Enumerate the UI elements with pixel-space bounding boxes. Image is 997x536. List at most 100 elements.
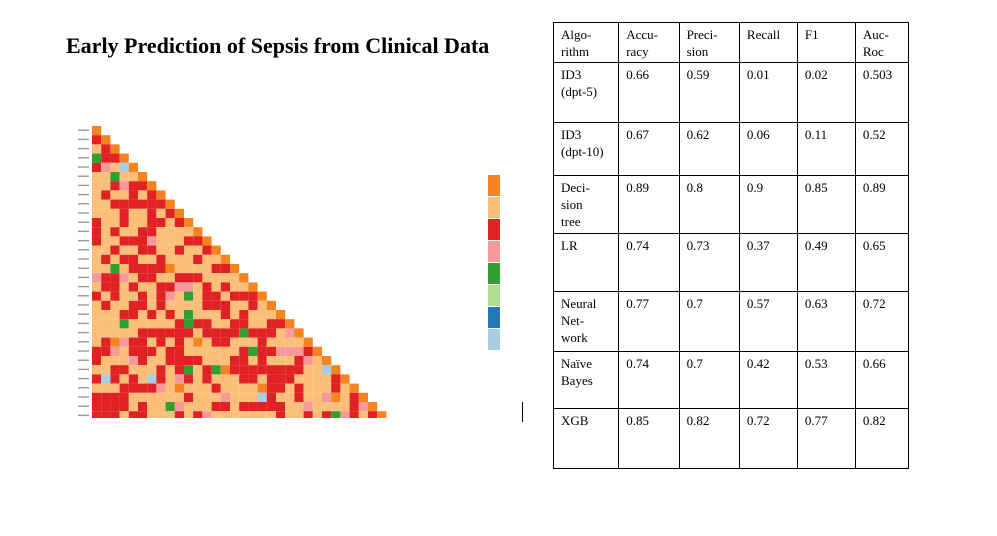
heatmap-cell xyxy=(165,264,175,274)
heatmap-cell xyxy=(211,402,221,412)
heatmap-cell xyxy=(239,273,249,283)
heatmap-cell xyxy=(119,374,129,384)
heatmap-cell xyxy=(101,144,111,154)
heatmap-cell xyxy=(110,300,120,310)
heatmap-cell xyxy=(331,402,341,412)
heatmap-cell xyxy=(128,392,138,402)
heatmap-cell xyxy=(174,411,184,418)
heatmap-cell xyxy=(184,264,194,274)
heatmap-cell xyxy=(165,346,175,356)
heatmap-cell xyxy=(138,346,148,356)
heatmap-cell xyxy=(92,144,102,154)
heatmap-cell xyxy=(147,291,157,301)
cell-algorithm: XGB xyxy=(552,408,620,469)
heatmap-cell xyxy=(138,227,148,237)
heatmap-cell xyxy=(220,310,230,320)
row-tick-label xyxy=(78,258,89,260)
heatmap-cell xyxy=(128,162,138,172)
heatmap-cell xyxy=(331,392,341,402)
heatmap-cell xyxy=(230,310,240,320)
heatmap-cell xyxy=(322,402,332,412)
heatmap-cell xyxy=(248,374,258,384)
heatmap-cell xyxy=(174,346,184,356)
row-tick-label xyxy=(78,414,89,417)
row-tick-label xyxy=(78,166,89,168)
heatmap-cell xyxy=(92,199,102,209)
cell-accuracy: 0.66 xyxy=(618,62,680,123)
heatmap-cell xyxy=(220,337,230,347)
cell-recall: 0.42 xyxy=(738,351,798,409)
heatmap-cell xyxy=(248,346,258,356)
heatmap-cell xyxy=(174,383,184,393)
heatmap-cell xyxy=(101,392,111,402)
heatmap-cell xyxy=(147,181,157,191)
cell-precision: 0.7 xyxy=(678,291,740,352)
table-row: Deci-sion tree 0.89 0.8 0.9 0.85 0.89 xyxy=(552,175,910,234)
heatmap-cell xyxy=(202,236,212,246)
row-tick-label xyxy=(78,396,89,398)
cell-algorithm: Deci-sion tree xyxy=(552,175,620,234)
heatmap-cell xyxy=(101,153,111,163)
heatmap-cell xyxy=(110,245,120,255)
heatmap-cell xyxy=(101,411,111,418)
heatmap-cell xyxy=(220,411,230,418)
heatmap-cell xyxy=(193,337,203,347)
heatmap-cell xyxy=(340,402,350,412)
heatmap-cell xyxy=(266,300,276,310)
heatmap-cell xyxy=(230,264,240,274)
heatmap-cell xyxy=(174,245,184,255)
heatmap-cell xyxy=(239,310,249,320)
heatmap-cell xyxy=(257,319,267,329)
heatmap-cell xyxy=(184,337,194,347)
heatmap-cell xyxy=(202,402,212,412)
legend-swatch xyxy=(488,219,500,240)
heatmap-cell xyxy=(193,383,203,393)
heatmap-cell xyxy=(110,236,120,246)
heatmap-cell xyxy=(110,254,120,264)
heatmap-cell xyxy=(110,172,120,182)
heatmap-cell xyxy=(174,291,184,301)
heatmap-cell xyxy=(156,365,166,375)
heatmap-cell xyxy=(211,365,221,375)
heatmap-cell xyxy=(156,245,166,255)
heatmap-cell xyxy=(202,374,212,384)
cell-precision: 0.62 xyxy=(678,122,740,176)
heatmap-cell xyxy=(101,402,111,412)
heatmap-cell xyxy=(92,337,102,347)
heatmap-cell xyxy=(294,365,304,375)
cell-precision: 0.7 xyxy=(678,351,740,409)
heatmap-cell xyxy=(156,374,166,384)
table-header-row: Algo-rithm Accu-racy Preci-sion Recall F… xyxy=(552,22,910,63)
heatmap-cell xyxy=(248,291,258,301)
heatmap-cell xyxy=(128,310,138,320)
heatmap-cell xyxy=(92,346,102,356)
header-precision: Preci-sion xyxy=(678,22,740,63)
heatmap-cell xyxy=(331,411,341,418)
row-tick-label xyxy=(78,184,89,187)
heatmap-cell xyxy=(147,374,157,384)
heatmap-cell xyxy=(193,365,203,375)
heatmap-cell xyxy=(257,383,267,393)
heatmap-cell xyxy=(110,319,120,329)
heatmap-cell xyxy=(92,264,102,274)
heatmap-cell xyxy=(266,402,276,412)
heatmap-cell xyxy=(138,328,148,338)
heatmap-cell xyxy=(312,374,322,384)
heatmap-cell xyxy=(119,411,129,418)
heatmap-cell xyxy=(184,245,194,255)
heatmap-cell xyxy=(165,282,175,292)
heatmap-cell xyxy=(174,365,184,375)
heatmap-cell xyxy=(276,374,286,384)
heatmap-cell xyxy=(294,356,304,366)
heatmap-cell xyxy=(294,392,304,402)
heatmap-cell xyxy=(211,264,221,274)
table-row: Naïve Bayes 0.74 0.7 0.42 0.53 0.66 xyxy=(552,351,910,409)
heatmap-cell xyxy=(119,356,129,366)
heatmap-cell xyxy=(285,328,295,338)
heatmap-cell xyxy=(285,319,295,329)
row-tick-label xyxy=(78,276,89,279)
cell-algorithm: LR xyxy=(552,233,620,292)
heatmap-cell xyxy=(312,356,322,366)
cell-algorithm: Neural Net-work xyxy=(552,291,620,352)
heatmap-cell xyxy=(257,374,267,384)
